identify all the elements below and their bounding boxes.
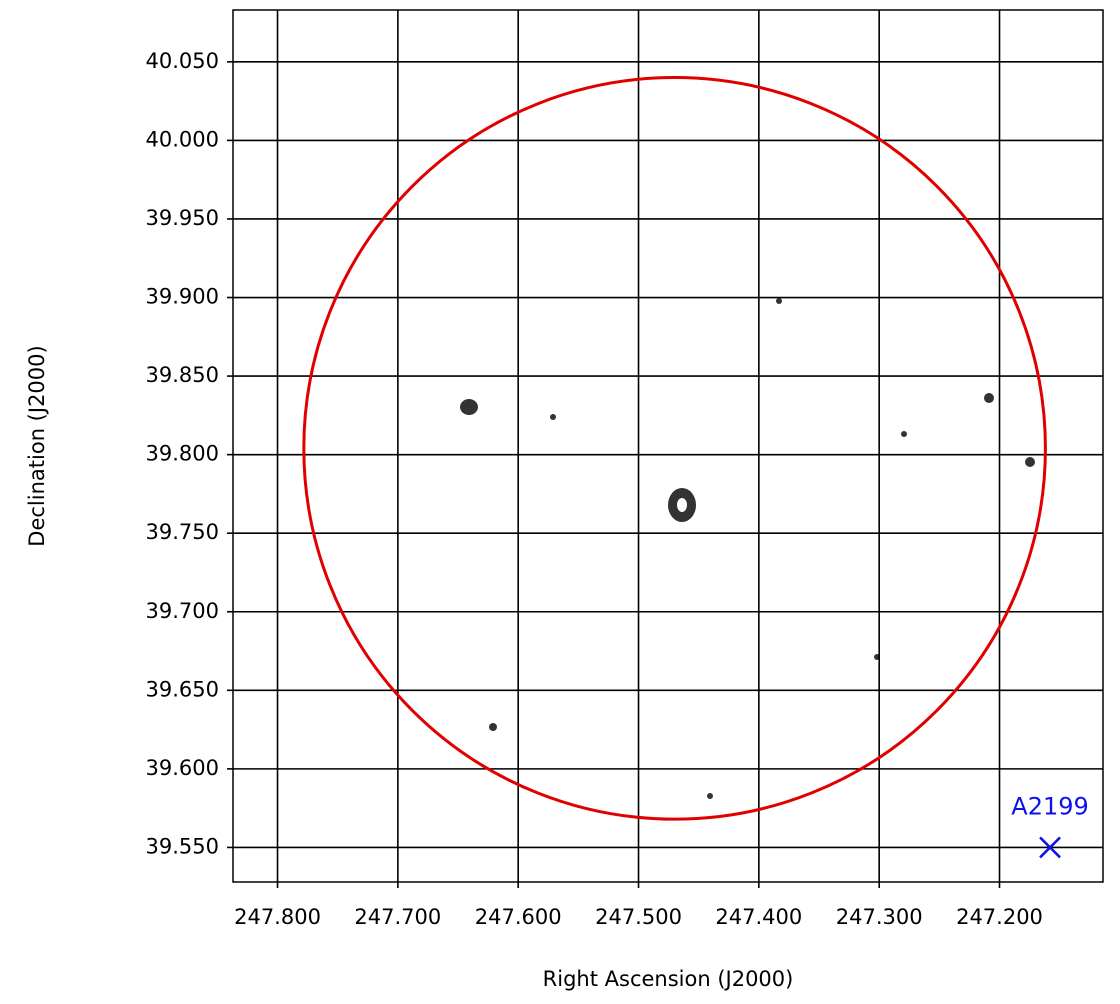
x-axis-label: Right Ascension (J2000) — [543, 967, 794, 991]
y-tick-label: 39.900 — [146, 285, 219, 309]
x-tick-label: 247.800 — [234, 905, 321, 929]
star — [550, 414, 556, 420]
y-tick-label: 39.600 — [146, 756, 219, 780]
y-tick-label: 40.050 — [146, 49, 219, 73]
sky-image — [460, 298, 1035, 799]
y-tick-label: 39.650 — [146, 677, 219, 701]
star — [984, 393, 994, 403]
y-tick-label: 40.000 — [146, 127, 219, 151]
y-axis-label: Declination (J2000) — [25, 345, 49, 546]
marker-label: A2199 — [1011, 792, 1089, 820]
galaxy — [460, 399, 478, 415]
y-tick-label: 39.550 — [146, 834, 219, 858]
x-tick-label: 247.400 — [715, 905, 802, 929]
y-tick-label: 39.750 — [146, 520, 219, 544]
region-circle — [302, 76, 1047, 821]
star — [1025, 457, 1035, 467]
y-tick-label: 39.700 — [146, 599, 219, 623]
x-tick-label: 247.600 — [475, 905, 562, 929]
x-tick-label: 247.300 — [836, 905, 923, 929]
star — [776, 298, 782, 304]
star — [489, 723, 497, 731]
y-tick-label: 39.850 — [146, 363, 219, 387]
star — [707, 793, 713, 799]
y-tick-label: 39.800 — [146, 442, 219, 466]
galaxy-core — [677, 498, 687, 512]
plot-frame — [232, 9, 1104, 883]
x-tick-label: 247.500 — [595, 905, 682, 929]
star — [901, 431, 907, 437]
y-tick-label: 39.950 — [146, 206, 219, 230]
x-tick-label: 247.700 — [354, 905, 441, 929]
marker-cross — [1039, 836, 1061, 859]
x-tick-label: 247.200 — [956, 905, 1043, 929]
